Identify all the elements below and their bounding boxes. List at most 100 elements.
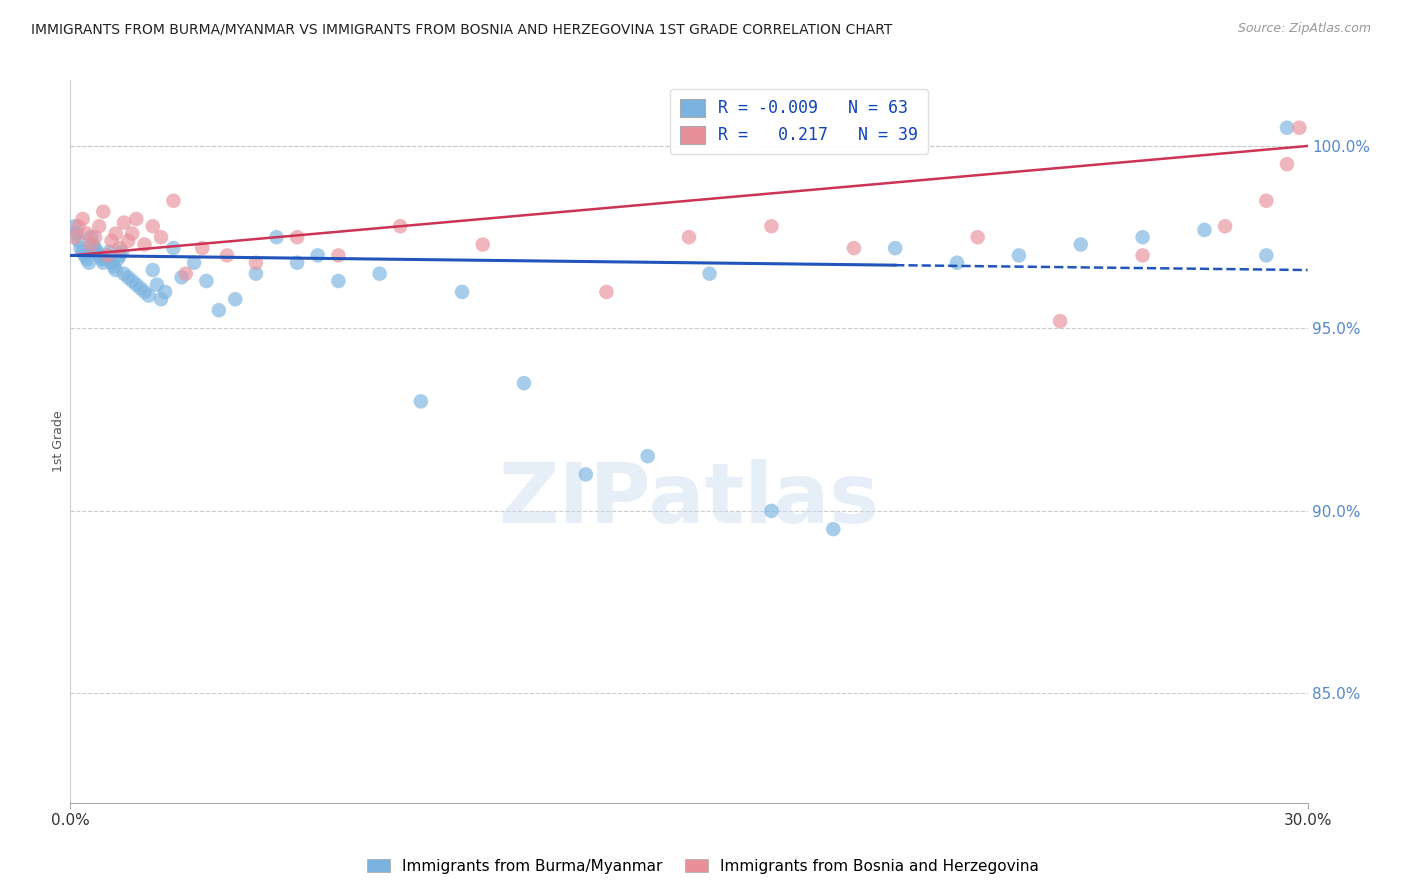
Point (108, 241, 131, 255)
Point (451, 285, 474, 299)
Point (195, 274, 218, 288)
Point (946, 256, 969, 270)
Point (595, 285, 617, 299)
Point (72, 211, 94, 226)
Point (111, 244, 134, 259)
Point (80, 237, 103, 252)
Point (63, 219, 86, 234)
Point (328, 248, 350, 262)
Point (1194, 223, 1216, 237)
Point (208, 303, 231, 318)
Text: ZIPatlas: ZIPatlas (499, 458, 879, 540)
Point (125, 277, 148, 292)
Point (471, 237, 494, 252)
Point (96, 248, 118, 262)
Point (513, 376, 536, 391)
Point (129, 281, 152, 295)
Point (100, 256, 122, 270)
Point (1256, 248, 1278, 262)
Point (409, 394, 432, 409)
Point (65, 227, 87, 241)
Point (84, 241, 107, 255)
Point (678, 230, 700, 244)
Point (142, 219, 165, 234)
Point (183, 256, 205, 270)
Point (1008, 248, 1031, 262)
Legend: R = -0.009   N = 63, R =   0.217   N = 39: R = -0.009 N = 63, R = 0.217 N = 39 (669, 88, 928, 154)
Point (170, 270, 193, 285)
Point (162, 194, 184, 208)
Point (103, 260, 125, 274)
Point (138, 288, 160, 302)
Point (94, 252, 117, 266)
Point (84, 230, 107, 244)
Point (328, 274, 350, 288)
Point (1132, 248, 1154, 262)
Point (285, 256, 308, 270)
Point (108, 248, 131, 262)
Point (112, 267, 135, 281)
Point (842, 241, 865, 255)
Point (1275, 157, 1298, 171)
Point (72, 244, 94, 259)
Point (761, 504, 783, 518)
Point (112, 216, 135, 230)
Point (63, 230, 86, 244)
Point (266, 230, 288, 244)
Point (191, 241, 214, 255)
Point (245, 256, 267, 270)
Point (150, 230, 173, 244)
Point (104, 227, 127, 241)
Point (77, 256, 100, 270)
Point (884, 241, 907, 255)
Legend: Immigrants from Burma/Myanmar, Immigrants from Bosnia and Herzegovina: Immigrants from Burma/Myanmar, Immigrant… (361, 853, 1045, 880)
Point (823, 522, 845, 536)
Point (1049, 314, 1071, 328)
Point (150, 292, 173, 306)
Point (82, 237, 104, 252)
Point (245, 267, 267, 281)
Point (162, 241, 184, 255)
Text: IMMIGRANTS FROM BURMA/MYANMAR VS IMMIGRANTS FROM BOSNIA AND HERZEGOVINA 1ST GRAD: IMMIGRANTS FROM BURMA/MYANMAR VS IMMIGRA… (31, 22, 893, 37)
Point (89, 219, 111, 234)
Point (69, 241, 91, 255)
Point (80, 230, 103, 244)
Point (174, 267, 197, 281)
Point (117, 270, 139, 285)
Point (1288, 120, 1310, 135)
Point (146, 277, 169, 292)
Point (699, 267, 721, 281)
Point (215, 248, 238, 262)
Point (100, 234, 122, 248)
Point (761, 219, 783, 234)
Point (90, 252, 112, 266)
Point (98, 244, 121, 259)
Y-axis label: 1st Grade: 1st Grade (52, 410, 65, 473)
Point (307, 248, 329, 262)
Point (121, 274, 143, 288)
Point (142, 263, 165, 277)
Point (285, 230, 308, 244)
Point (86, 244, 108, 259)
Point (89, 248, 111, 262)
Point (107, 252, 129, 266)
Point (104, 263, 127, 277)
Point (117, 234, 139, 248)
Point (637, 449, 659, 463)
Point (76, 227, 98, 241)
Point (91, 204, 114, 219)
Point (1070, 237, 1092, 252)
Point (389, 219, 412, 234)
Point (966, 230, 988, 244)
Point (73, 248, 96, 262)
Point (125, 211, 148, 226)
Point (1213, 219, 1236, 234)
Point (575, 467, 598, 482)
Point (121, 227, 143, 241)
Point (76, 252, 98, 266)
Point (224, 292, 246, 306)
Point (1256, 194, 1278, 208)
Point (1132, 230, 1154, 244)
Text: Source: ZipAtlas.com: Source: ZipAtlas.com (1237, 22, 1371, 36)
Point (67, 219, 90, 234)
